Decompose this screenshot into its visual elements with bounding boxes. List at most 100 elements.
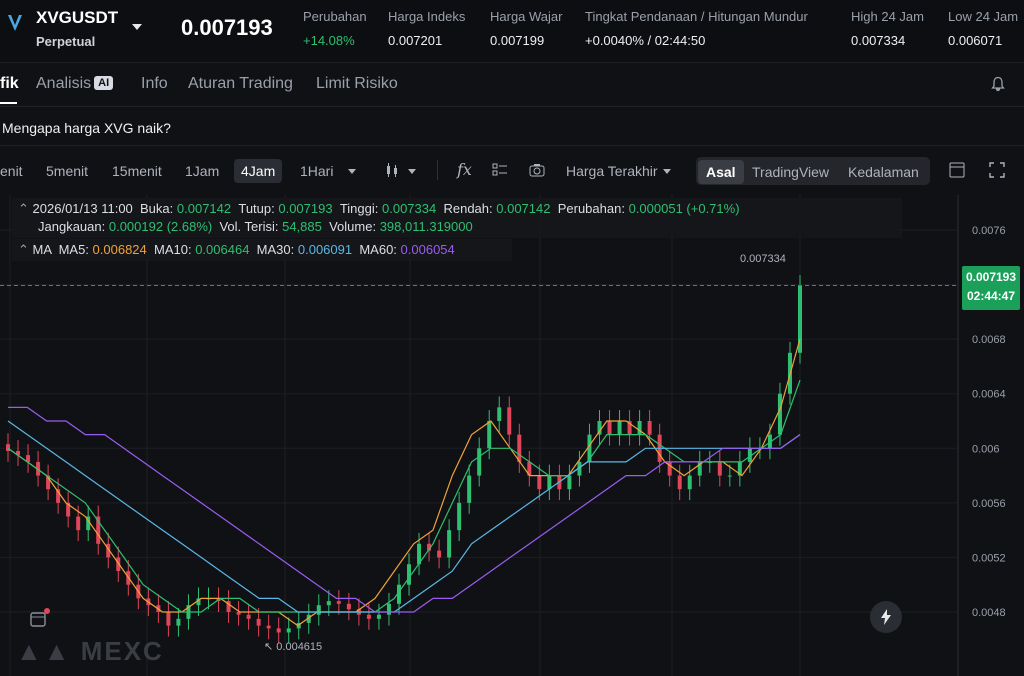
- camera-icon[interactable]: [528, 161, 546, 179]
- candle-body: [587, 434, 592, 462]
- tab-trading-rules[interactable]: Aturan Trading: [188, 75, 293, 92]
- timeframe-1min[interactable]: enit: [0, 163, 23, 179]
- calendar-icon[interactable]: [28, 608, 50, 630]
- candle-body: [437, 550, 442, 558]
- candle-body: [677, 475, 682, 490]
- candle-body: [336, 601, 341, 604]
- bell-icon[interactable]: [990, 76, 1006, 92]
- collapse-chevron-icon[interactable]: ⌃: [18, 201, 29, 216]
- vol-filled-label: Vol. Terisi:: [219, 219, 279, 234]
- timeframe-4hour[interactable]: 4Jam: [234, 159, 283, 183]
- candle-body: [86, 516, 91, 531]
- ma5-value: 0.006824: [92, 242, 147, 257]
- vol-filled-value: 54,885: [282, 219, 322, 234]
- candle-body: [667, 461, 672, 476]
- ohlc-date: 2026/01/13 11:00: [32, 201, 133, 216]
- candle-body: [617, 421, 622, 435]
- symbol-dropdown-chevron-icon[interactable]: [132, 24, 142, 30]
- lightning-icon: [881, 609, 891, 625]
- candle-body: [697, 461, 702, 476]
- candle-body: [567, 475, 572, 490]
- ma-line-ma10: [7, 379, 801, 613]
- ma-row: ⌃ MA MA5: 0.006824 MA10: 0.006464 MA30: …: [18, 242, 455, 258]
- candle-body: [76, 516, 81, 531]
- tab-risk-limit[interactable]: Limit Risiko: [316, 75, 398, 92]
- high-marker-label: 0.007334: [740, 253, 786, 265]
- candle-body: [106, 543, 111, 558]
- volume-value: 398,011.319000: [379, 219, 473, 234]
- candlestick-type-icon[interactable]: [384, 161, 402, 179]
- ai-badge: AI: [94, 76, 114, 90]
- timeframe-5min[interactable]: 5menit: [46, 163, 89, 179]
- toolbar-divider: [0, 145, 1024, 146]
- candle-body: [96, 516, 101, 544]
- ma-line-ma5: [7, 338, 801, 627]
- stat-label-fair-price: Harga Wajar: [490, 9, 563, 24]
- candle-body: [16, 451, 21, 456]
- candle-body: [417, 543, 422, 565]
- candle-body: [577, 461, 582, 476]
- ma30-label: MA30:: [256, 242, 295, 257]
- contract-type: Perpetual: [36, 34, 96, 49]
- tab-analysis-label: Analisis: [36, 75, 92, 92]
- stat-value-fair-price: 0.007199: [490, 33, 545, 48]
- ma10-value: 0.006464: [195, 242, 250, 257]
- fullscreen-icon[interactable]: [988, 161, 1006, 179]
- change-value: 0.000051 (+0.71%): [628, 201, 740, 216]
- tab-chart[interactable]: fik: [0, 75, 19, 92]
- timeframe-15min[interactable]: 15menit: [112, 163, 162, 179]
- ma60-value: 0.006054: [400, 242, 455, 257]
- y-tick-label: 0.0064: [972, 389, 1006, 401]
- layout-list-icon[interactable]: [491, 161, 509, 179]
- ma-collapse-chevron-icon[interactable]: ⌃: [18, 242, 29, 257]
- quick-trade-button[interactable]: [870, 601, 902, 633]
- view-tradingview[interactable]: TradingView: [752, 164, 830, 180]
- timeframe-1hour[interactable]: 1Jam: [185, 163, 220, 179]
- candle-body: [627, 421, 632, 435]
- candle-body: [497, 407, 502, 421]
- chart-canvas[interactable]: 0.00760.00720.00680.00640.0060.00560.005…: [0, 195, 1024, 676]
- candle-body: [747, 448, 752, 462]
- range-value: 0.000192 (2.68%): [108, 219, 213, 234]
- y-tick-label: 0.0068: [972, 334, 1006, 346]
- candle-body: [386, 603, 391, 615]
- symbol-name[interactable]: XVGUSDT: [36, 8, 119, 27]
- candle-body: [166, 612, 171, 626]
- timeframe-1day[interactable]: 1Hari: [300, 163, 334, 179]
- candle-body: [256, 618, 261, 626]
- view-depth[interactable]: Kedalaman: [848, 164, 919, 180]
- toolbar-separator: [437, 160, 438, 180]
- candle-body: [26, 455, 31, 462]
- candle-body: [236, 612, 241, 615]
- tab-info[interactable]: Info: [141, 75, 168, 92]
- candle-body: [286, 628, 291, 633]
- candle-body: [737, 461, 742, 476]
- view-original[interactable]: Asal: [698, 160, 744, 184]
- candle-body: [597, 421, 602, 435]
- tab-analysis[interactable]: Analisis AI: [36, 75, 114, 93]
- candle-body: [547, 475, 552, 490]
- price-chart[interactable]: 0.00760.00720.00680.00640.0060.00560.005…: [0, 195, 1024, 676]
- open-value: 0.007142: [176, 201, 232, 216]
- price-type-chevron-icon[interactable]: [663, 169, 671, 174]
- panel-layout-icon[interactable]: [948, 161, 966, 179]
- candle-body: [798, 285, 802, 353]
- candle-body: [607, 421, 612, 435]
- stat-label-low-24h: Low 24 Jam: [948, 9, 1019, 24]
- low-value: 0.007142: [496, 201, 551, 216]
- candle-body: [457, 502, 462, 531]
- ticker-header: XVGUSDT Perpetual 0.007193 Perubahan +14…: [0, 0, 1024, 63]
- indicator-fx-icon[interactable]: fx: [457, 160, 472, 179]
- mexc-watermark: ▲▲ MEXC: [16, 636, 164, 666]
- candle-body: [316, 605, 321, 615]
- candle-body: [647, 421, 652, 435]
- low-label: Rendah:: [443, 201, 493, 216]
- timeframe-more-chevron-icon[interactable]: [348, 169, 356, 174]
- ai-question-link[interactable]: Mengapa harga XVG naik?: [2, 120, 171, 136]
- price-type-select[interactable]: Harga Terakhir: [566, 163, 658, 179]
- high-label: Tinggi:: [339, 201, 379, 216]
- chart-type-chevron-icon[interactable]: [408, 169, 416, 174]
- candle-body: [196, 598, 201, 606]
- candle-body: [687, 475, 692, 490]
- ma-label[interactable]: MA: [32, 242, 52, 257]
